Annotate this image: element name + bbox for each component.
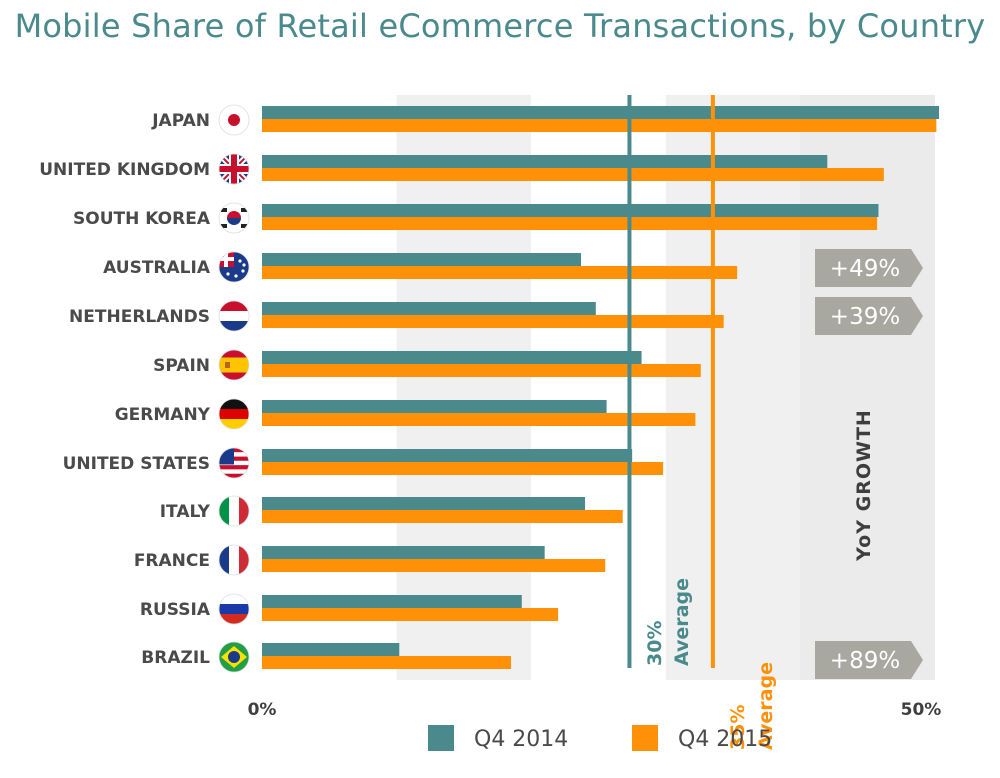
category-label: UNITED KINGDOM (39, 160, 210, 180)
growth-badge-label: +39% (830, 304, 900, 330)
bar (262, 462, 664, 475)
category-label: UNITED STATES (63, 454, 210, 474)
category-label: RUSSIA (140, 600, 211, 620)
average-pct-label: 35% (727, 705, 749, 750)
bar (262, 449, 633, 462)
italy-flag-icon (219, 496, 249, 526)
growth-column-background (800, 95, 935, 680)
bar (262, 217, 878, 230)
average-label: Average (671, 578, 693, 666)
bar (262, 559, 606, 572)
category-label: ITALY (160, 502, 211, 522)
growth-badge-label: +49% (830, 256, 900, 282)
average-label: Average (755, 662, 777, 750)
category-label: FRANCE (134, 551, 210, 571)
bar (262, 266, 738, 279)
bar (262, 155, 828, 168)
chart-title: Mobile Share of Retail eCommerce Transac… (14, 7, 986, 45)
bar (262, 400, 607, 413)
bar (262, 595, 522, 608)
grid-band (665, 95, 801, 680)
grid-band (396, 95, 532, 680)
category-label: GERMANY (115, 405, 211, 425)
bar (262, 546, 545, 559)
grid-band (531, 95, 666, 680)
france-flag-icon (219, 545, 249, 575)
spain-flag-icon (219, 350, 249, 380)
bar (262, 106, 940, 119)
legend-label: Q4 2014 (474, 727, 568, 752)
bar (262, 168, 884, 181)
category-label: JAPAN (151, 111, 210, 131)
russia-flag-icon (219, 594, 249, 624)
bar (262, 413, 696, 426)
growth-badge (815, 249, 923, 287)
brazil-flag-icon (219, 642, 249, 672)
growth-badge (815, 641, 923, 679)
bar (262, 643, 400, 656)
bar (262, 510, 623, 523)
bar (262, 302, 596, 315)
bar (262, 497, 586, 510)
uk-flag-icon (219, 154, 249, 184)
bar (262, 364, 701, 377)
bar (262, 119, 937, 132)
bar (262, 253, 582, 266)
category-label: SPAIN (153, 356, 210, 376)
x-tick-label: 50% (901, 700, 942, 720)
category-label: SOUTH KOREA (73, 209, 211, 229)
germany-flag-icon (219, 399, 249, 429)
bar (262, 204, 879, 217)
south-korea-flag-icon (219, 203, 249, 233)
growth-badge-label: +89% (830, 648, 900, 674)
growth-badge (815, 297, 923, 335)
bar (262, 656, 512, 669)
yoy-growth-label: YoY GROWTH (853, 409, 875, 562)
legend-swatch (428, 725, 454, 751)
bar (262, 351, 642, 364)
grid-band (262, 95, 397, 680)
category-label: AUSTRALIA (103, 258, 211, 278)
japan-flag-icon (219, 105, 249, 135)
bar (262, 608, 559, 621)
legend-label: Q4 2015 (678, 727, 772, 752)
average-pct-label: 30% (644, 621, 666, 666)
legend-swatch (632, 725, 658, 751)
category-label: BRAZIL (141, 648, 210, 668)
x-tick-label: 0% (248, 700, 277, 720)
category-label: NETHERLANDS (69, 307, 210, 327)
netherlands-flag-icon (219, 301, 249, 331)
bar (262, 315, 724, 328)
